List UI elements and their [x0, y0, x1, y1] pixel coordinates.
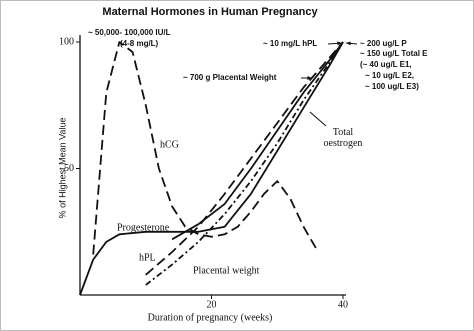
x-axis-label: Duration of pregnancy (weeks): [148, 312, 273, 323]
series-line: [92, 41, 318, 255]
curve-label: hCG: [160, 139, 179, 150]
annotation: ~ 150 ug/L Total E: [360, 49, 428, 58]
x-tick-label: 40: [338, 299, 348, 310]
arrow-head: [346, 41, 351, 46]
annotation: ~ 50,000- 100,000 IU/L: [88, 28, 171, 37]
annotation: ~ 10 ug/L E2,: [365, 71, 414, 80]
annotation: (~ 40 ug/L E1,: [360, 60, 412, 69]
series-line: [145, 41, 344, 286]
y-axis-label: % of Highest Mean Value: [57, 118, 67, 219]
annotation: ~ 10 mg/L hPL: [263, 39, 317, 48]
annotation: ~ 700 g Placental Weight: [183, 73, 277, 82]
chart-title: Maternal Hormones in Human Pregnancy: [102, 6, 318, 18]
series-line: [171, 41, 344, 241]
arrow-head: [337, 41, 342, 46]
x-tick-label: 20: [207, 299, 217, 310]
y-tick-label: 100: [59, 36, 74, 47]
annotation: ~ 200 ug/L P: [360, 39, 407, 48]
curve-label: Progesterone: [117, 222, 170, 233]
y-tick-label: 50: [64, 163, 74, 174]
annotation: (4-8 mg/L): [120, 39, 159, 48]
arrow-head: [307, 76, 312, 80]
series-line: [145, 41, 344, 276]
annotation: ~ 100 ug/L E3): [365, 82, 419, 91]
series-line: [79, 41, 344, 296]
curve-label: Total oestrogen: [323, 127, 363, 149]
curve-label: hPL: [139, 252, 156, 263]
curve-label: Placental weight: [193, 265, 260, 276]
leader: [309, 111, 327, 127]
